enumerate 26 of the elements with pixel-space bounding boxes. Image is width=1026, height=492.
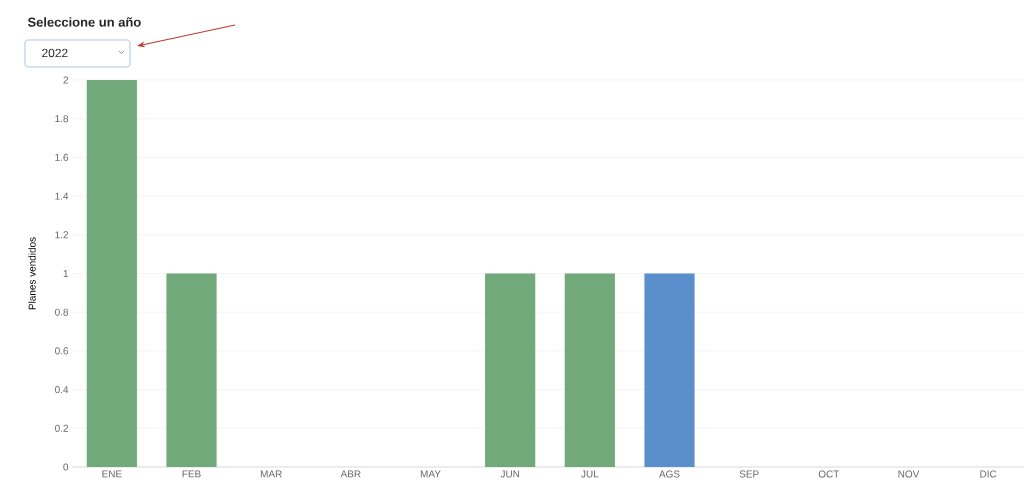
y-tick-label: 1.8 (55, 115, 69, 123)
x-tick-label: JUN (500, 470, 520, 478)
x-tick-label: MAR (260, 470, 282, 478)
x-tick-label: ENE (102, 470, 122, 478)
y-axis-title: Planes vendidos (28, 237, 36, 310)
chart-title: Seleccione un año (27, 17, 141, 27)
y-tick-label: 1.2 (55, 231, 68, 239)
x-tick-label: AGS (659, 470, 680, 478)
x-tick-label: FEB (182, 470, 201, 478)
x-tick-label: NOV (898, 470, 920, 478)
y-tick-label: 1.6 (55, 153, 69, 161)
y-tick-label: 0.2 (55, 424, 68, 432)
y-tick-label: 0.6 (55, 347, 69, 355)
y-tick-label: 0.4 (55, 386, 69, 394)
y-tick-label: 1.4 (55, 192, 69, 200)
text: 2022 (42, 48, 68, 58)
x-tick-label: MAY (420, 470, 441, 478)
x-tick-label: SEP (739, 470, 759, 478)
y-tick-label: 0 (63, 463, 69, 471)
x-tick-label: DIC (980, 470, 997, 478)
x-tick-label: OCT (818, 470, 840, 478)
x-tick-label: JUL (581, 470, 599, 478)
y-tick-label: 2 (63, 76, 68, 84)
x-tick-label: ABR (340, 470, 361, 478)
y-tick-label: 1 (63, 270, 69, 277)
y-tick-label: 0.8 (55, 308, 69, 316)
